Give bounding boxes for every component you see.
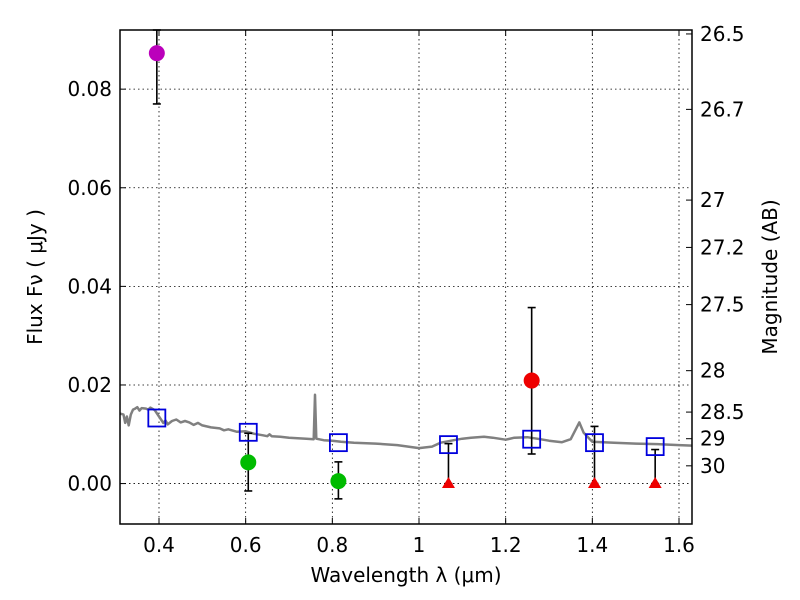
model-point <box>147 408 167 428</box>
upper-limit-marker <box>588 476 601 488</box>
x-tick-label: 1.4 <box>576 533 608 557</box>
y-tick-label: 0.04 <box>67 274 112 298</box>
model-spectrum <box>119 393 693 450</box>
x-tick-label: 1.6 <box>663 533 695 557</box>
mag-tick-label: 30 <box>700 454 725 478</box>
model-point <box>439 435 458 455</box>
mag-tick-label: 29 <box>700 427 725 451</box>
data-point <box>148 45 165 62</box>
y-tick-label: 0.02 <box>67 373 112 397</box>
model-point <box>585 433 604 453</box>
x-tick-label: 1.2 <box>490 533 522 557</box>
mag-tick-label: 26.7 <box>700 97 745 121</box>
x-tick-label: 0.8 <box>316 533 348 557</box>
upper-limit-marker <box>648 476 662 488</box>
x-tick-label: 0.6 <box>230 533 262 557</box>
model-point <box>238 422 258 442</box>
axis-ticks: 0.4 0.6 0.8 1 1.2 1.4 1.6 0.00 0.02 0.04 0.06 0.08 2… <box>67 22 744 557</box>
model-point <box>522 429 542 449</box>
grid-lines <box>120 30 692 524</box>
data-point <box>240 454 257 471</box>
x-tick-label: 0.4 <box>143 533 175 557</box>
mag-tick-label: 28 <box>700 359 725 383</box>
x-tick-label: 1 <box>413 533 426 557</box>
mag-tick-label: 26.5 <box>700 22 745 46</box>
data-markers <box>147 45 665 490</box>
mag-tick-label: 27.2 <box>700 235 745 259</box>
y-axis-right-title: Magnitude (AB) <box>758 199 782 354</box>
y-tick-label: 0.06 <box>67 176 112 200</box>
upper-limit-marker <box>441 476 455 488</box>
model-point <box>328 433 348 453</box>
x-axis-title: Wavelength λ (μm) <box>310 563 501 587</box>
plot-frame <box>119 29 693 525</box>
y-tick-label: 0.00 <box>67 472 112 496</box>
mag-tick-label: 28.5 <box>700 400 745 424</box>
model-point <box>645 437 665 456</box>
mag-tick-label: 27.5 <box>700 293 745 317</box>
mag-tick-label: 27 <box>700 188 725 212</box>
y-axis-title: Flux Fν ( μJy ) <box>23 209 47 345</box>
data-point <box>523 372 540 389</box>
data-point <box>330 473 347 490</box>
y-tick-label: 0.08 <box>67 77 112 101</box>
spectrum-line <box>119 393 693 450</box>
